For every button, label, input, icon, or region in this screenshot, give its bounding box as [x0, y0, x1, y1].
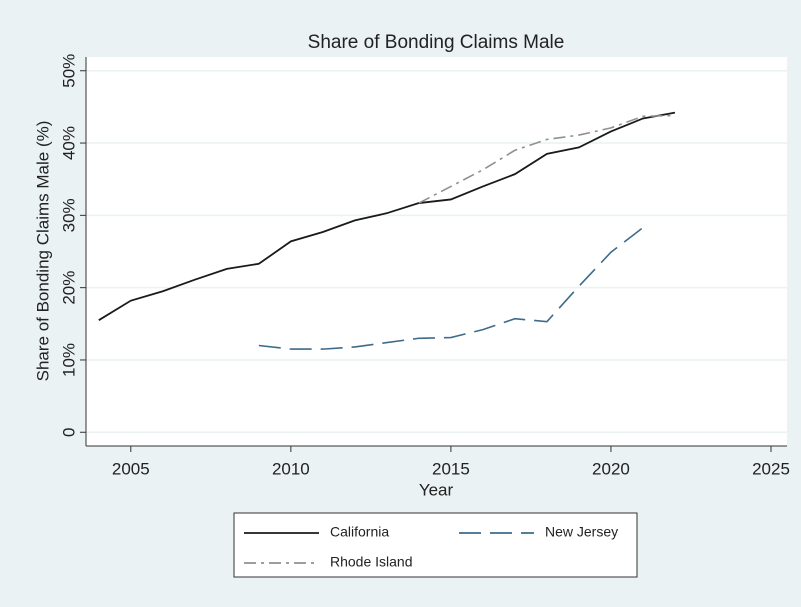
chart-title: Share of Bonding Claims Male: [308, 32, 565, 53]
series-line: [258, 227, 644, 350]
x-tick-label: 2005: [112, 459, 150, 478]
legend-box: [233, 512, 638, 578]
x-tick-label: 2020: [592, 459, 630, 478]
y-tick-label: 30%: [59, 198, 78, 232]
y-axis-label: Share of Bonding Claims Male (%): [33, 121, 52, 382]
legend-label: New Jersey: [545, 524, 618, 540]
y-tick-label: 50%: [59, 54, 78, 88]
x-tick-label: 2015: [432, 459, 470, 478]
y-tick-label: 0: [59, 428, 78, 437]
y-tick-label: 20%: [59, 271, 78, 305]
legend-label: California: [330, 524, 389, 540]
y-tick-label: 10%: [59, 343, 78, 377]
y-tick-label: 40%: [59, 126, 78, 160]
plot-area: [86, 57, 787, 446]
x-tick-label: 2025: [752, 459, 790, 478]
series-line: [418, 114, 675, 204]
x-tick-label: 2010: [272, 459, 310, 478]
x-axis-label: Year: [419, 480, 454, 499]
legend-label: Rhode Island: [330, 554, 413, 570]
series-line: [98, 111, 676, 321]
